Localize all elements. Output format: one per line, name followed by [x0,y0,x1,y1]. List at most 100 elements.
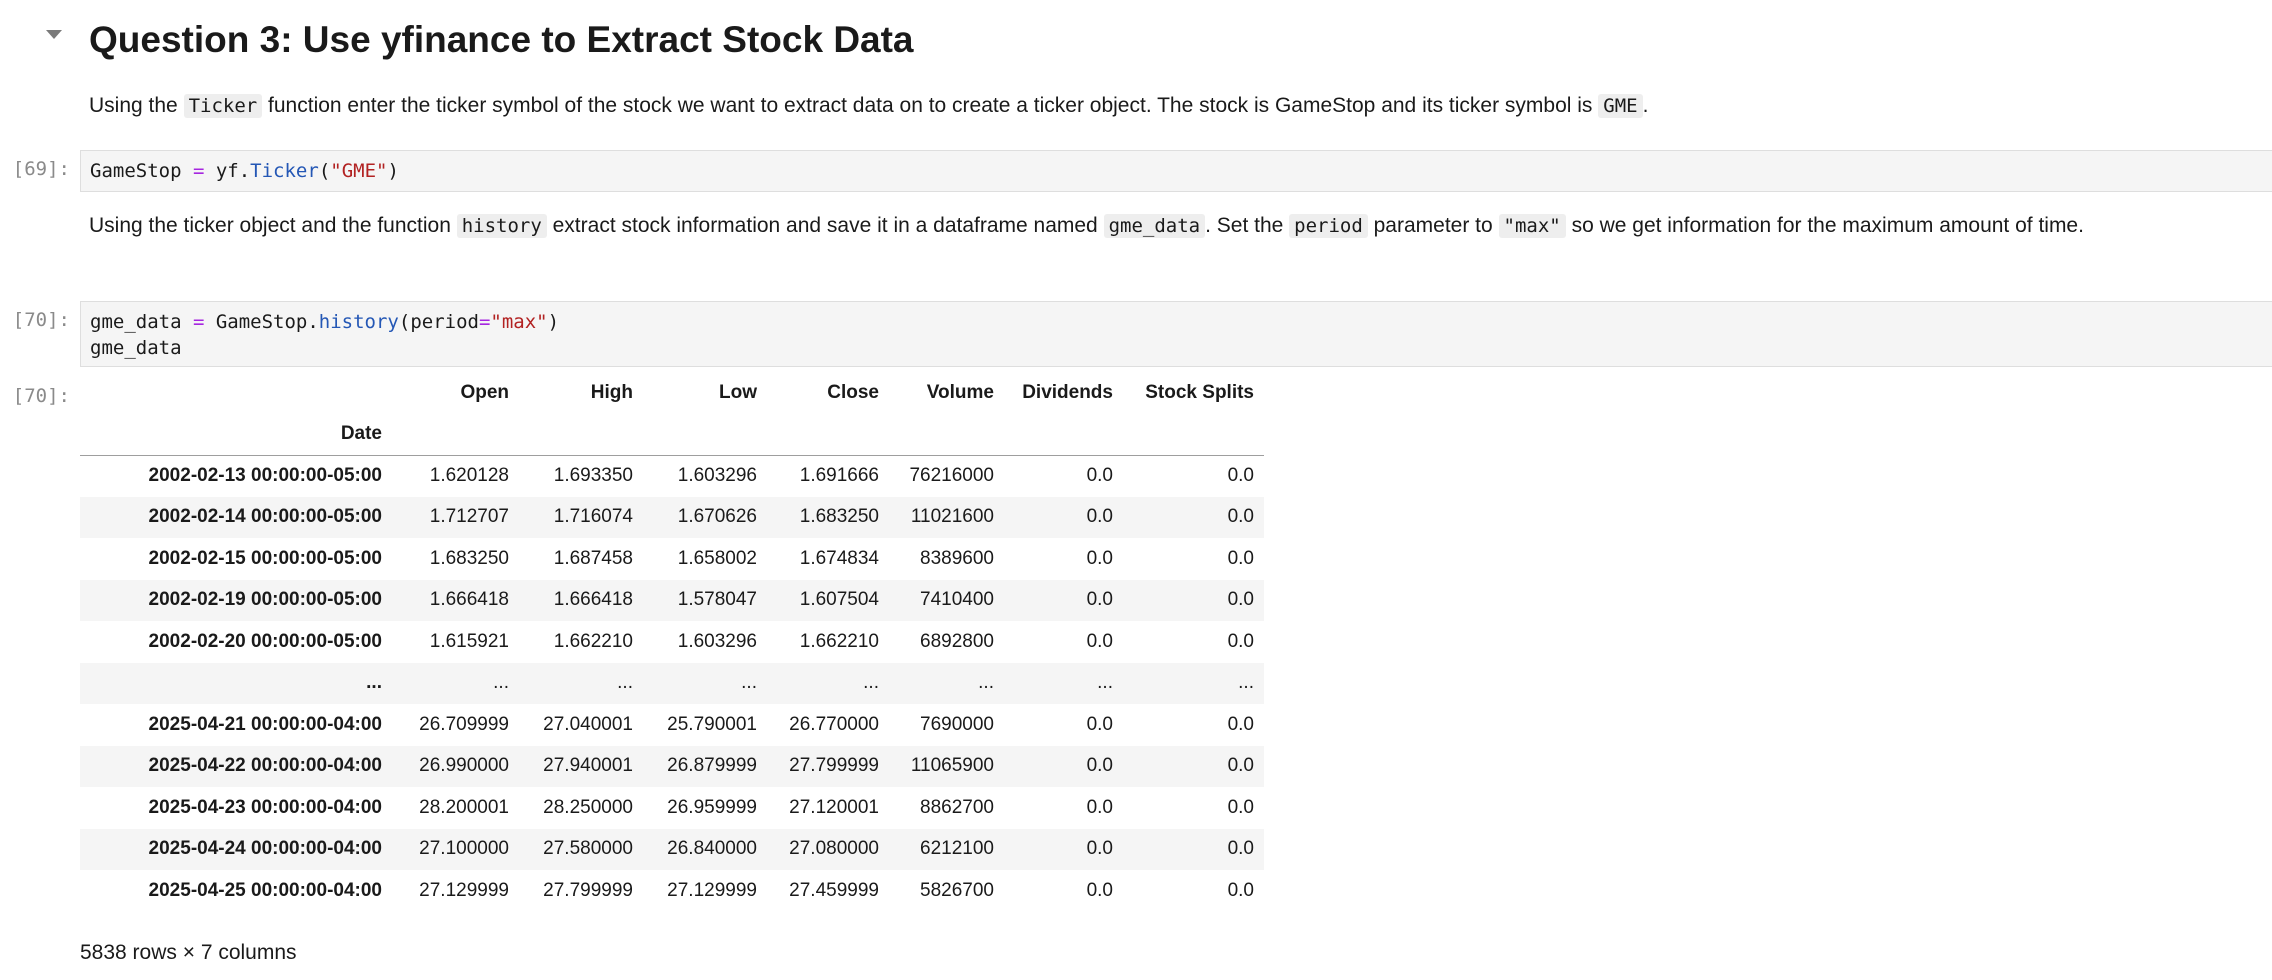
code-var: gme_data [90,311,182,333]
table-cell: 0.0 [1086,713,1113,735]
table-cell: 8389600 [920,547,994,569]
table-cell: 0.0 [1086,465,1113,486]
row-index: 2025-04-22 00:00:00-04:00 [148,755,382,777]
table-cell: 0.0 [1086,547,1113,569]
table-row: 2025-04-24 00:00:00-04:00 27.100000 27.580… [80,828,1264,870]
column-header: Stock Splits [1145,381,1254,403]
table-cell: 11021600 [910,506,994,528]
table-cell: 7410400 [920,589,994,611]
header-blank [80,372,392,414]
table-cell: 0.0 [1227,713,1254,735]
code-paren: ( [318,160,331,182]
table-cell: 27.580000 [543,838,633,860]
table-row: 2025-04-21 00:00:00-04:00 26.709999 27.040… [80,704,1264,746]
table-cell: 1.674834 [799,547,879,569]
index-name: Date [80,413,392,456]
md-text: . [1642,94,1649,117]
table-cell: 27.129999 [419,879,509,901]
table-cell: 27.799999 [789,755,879,777]
table-cell: 0.0 [1086,796,1113,818]
table-cell: 0.0 [1086,630,1113,652]
table-cell: 0.0 [1086,838,1113,860]
table-cell: 11065900 [910,755,994,777]
dataframe-shape: 5838 rows × 7 columns [80,941,297,964]
table-cell: 6892800 [920,630,994,652]
table-row: ........................ [80,662,1264,704]
table-cell: ... [978,672,994,694]
table-cell: 25.790001 [667,713,757,735]
md-text: so we get information for the maximum am… [1565,214,2084,237]
column-header: Volume [926,381,994,403]
row-index: 2025-04-23 00:00:00-04:00 [148,796,382,818]
table-cell: 0.0 [1227,465,1254,486]
table-cell: 0.0 [1227,796,1254,818]
row-index: 2002-02-13 00:00:00-05:00 [148,465,382,486]
inline-code: "max" [1498,214,1566,238]
table-cell: 27.799999 [543,879,633,901]
inline-code: history [456,214,547,238]
table-cell: 27.129999 [667,879,757,901]
table-row: 2002-02-13 00:00:00-05:00 1.620128 1.69335… [80,455,1264,497]
md-text: . Set the [1205,214,1290,237]
table-cell: 0.0 [1227,879,1254,901]
table-cell: 1.691666 [799,465,879,486]
table-cell: 0.0 [1227,589,1254,611]
table-cell: 26.709999 [419,713,509,735]
table-cell: 7690000 [920,713,994,735]
code-operator: = [181,160,216,182]
column-header: Close [827,381,879,403]
code-object: GameStop. [215,311,319,333]
md-text: parameter to [1367,214,1499,237]
inline-code: period [1289,214,1368,238]
table-cell: 1.683250 [429,547,509,569]
row-index: 2002-02-15 00:00:00-05:00 [148,547,382,569]
table-cell: 0.0 [1086,879,1113,901]
table-cell: 27.040001 [543,713,633,735]
table-row: 2002-02-15 00:00:00-05:00 1.683250 1.68745… [80,538,1264,580]
table-cell: 0.0 [1086,589,1113,611]
table-cell: 26.840000 [667,838,757,860]
code-operator: = [181,311,216,333]
table-cell: 27.100000 [419,838,509,860]
table-cell: 26.770000 [789,713,879,735]
table-cell: 76216000 [909,465,994,486]
table-cell: 1.620128 [429,465,509,486]
input-prompt: [69]: [12,158,70,180]
table-cell: 1.603296 [677,630,757,652]
code-paren: ) [387,160,399,182]
table-cell: 5826700 [920,879,994,901]
code-string: "GME" [330,160,388,182]
table-cell: 1.662210 [553,630,633,652]
table-cell: 1.716074 [553,506,633,528]
output-prompt: [70]: [12,385,70,407]
table-cell: 0.0 [1086,755,1113,777]
collapse-caret-icon[interactable] [46,30,62,39]
table-row: 2025-04-23 00:00:00-04:00 28.200001 28.250… [80,787,1264,829]
table-cell: 1.666418 [429,589,509,611]
column-header: Dividends [1022,381,1113,403]
table-cell: 0.0 [1227,547,1254,569]
table-cell: 1.662210 [799,630,879,652]
code-cell-history[interactable]: gme_data = GameStop.history(period="max"… [80,301,2272,367]
row-index: 2025-04-25 00:00:00-04:00 [148,879,382,901]
table-cell: 26.879999 [667,755,757,777]
table-cell: ... [741,672,757,694]
column-header: Open [460,381,509,403]
table-cell: 1.712707 [429,506,509,528]
table-cell: 1.607504 [799,589,879,611]
markdown-cell-1: Using the Ticker function enter the tick… [89,90,1648,122]
dataframe-output: Open High Low Close Volume Dividends Sto… [80,372,1264,912]
inline-code: Ticker [183,94,263,118]
column-header-row: Open High Low Close Volume Dividends Sto… [80,372,1264,414]
row-index: 2002-02-20 00:00:00-05:00 [148,630,382,652]
table-cell: ... [493,672,509,694]
code-cell-ticker[interactable]: GameStop = yf.Ticker("GME") [80,150,2272,192]
table-row: 2002-02-14 00:00:00-05:00 1.712707 1.71607… [80,496,1264,538]
table-cell: 0.0 [1227,755,1254,777]
row-index: 2025-04-24 00:00:00-04:00 [148,838,382,860]
input-prompt: [70]: [12,309,70,331]
index-name-row: Date [80,413,1264,456]
table-row: 2002-02-20 00:00:00-05:00 1.615921 1.66221… [80,621,1264,663]
table-cell: 6212100 [920,838,994,860]
table-cell: 1.603296 [677,465,757,486]
